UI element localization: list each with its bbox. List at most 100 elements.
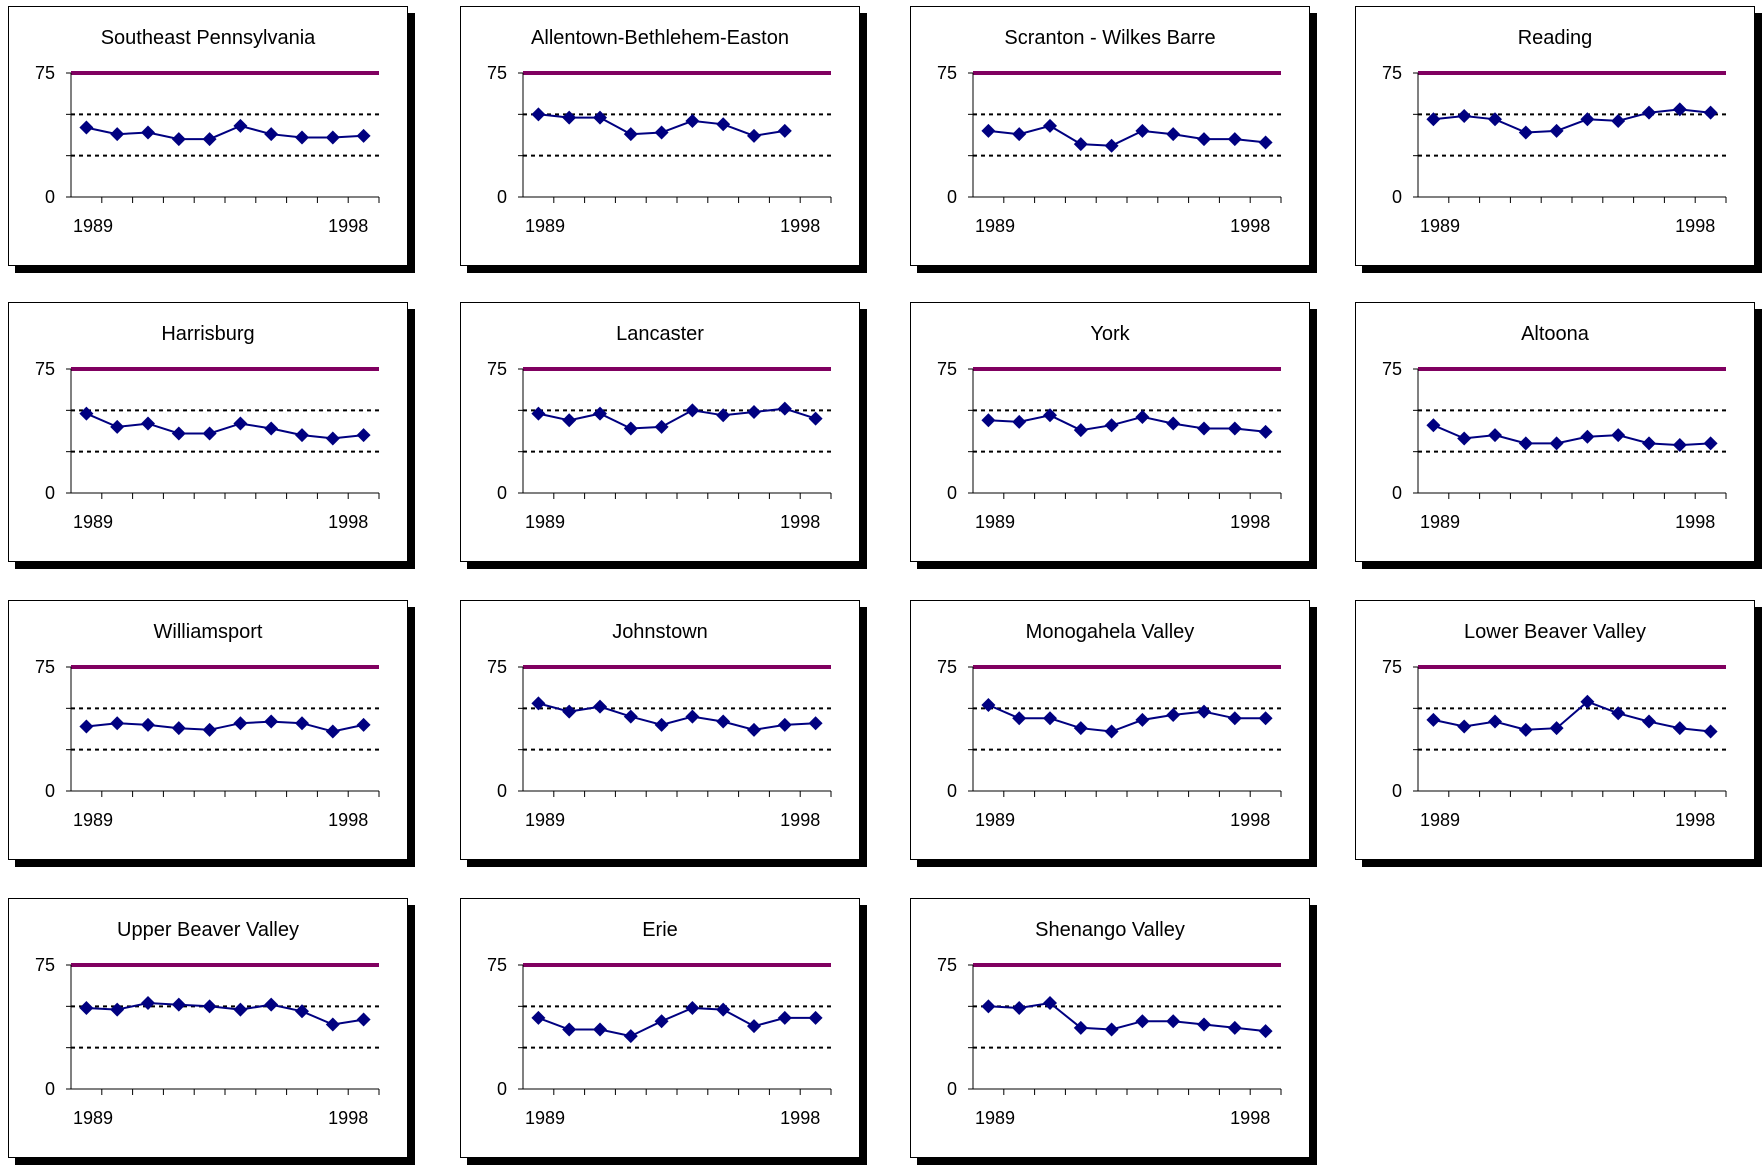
chart-plot: 0 75 1989 1998 [937, 63, 1282, 236]
data-point [1549, 123, 1564, 138]
data-point [141, 416, 155, 431]
data-point [264, 997, 279, 1012]
data-point [1457, 431, 1472, 446]
chart-title: Southeast Pennsylvania [100, 27, 316, 49]
data-point [1197, 704, 1211, 719]
series-line [988, 704, 1266, 733]
y-tick-label: 75 [487, 359, 507, 379]
series-line [1433, 700, 1711, 733]
data-point [233, 118, 248, 133]
data-point [233, 416, 248, 431]
data-point [1488, 112, 1502, 127]
data-point [1104, 138, 1119, 153]
data-point [1135, 123, 1150, 138]
chart-panel: Harrisburg 0 75 1989 1998 [8, 302, 408, 562]
data-point [808, 411, 823, 426]
data-point [1227, 132, 1242, 147]
data-point [1043, 118, 1057, 133]
chart-plot: 0 75 1989 1998 [937, 359, 1282, 532]
data-point [981, 123, 996, 138]
data-point [1703, 724, 1718, 739]
x-tick-label: 1998 [328, 810, 368, 830]
chart-panel: Scranton - Wilkes Barre 0 75 1989 1998 [910, 6, 1310, 266]
x-tick-label: 1998 [780, 216, 820, 236]
chart-title: Monogahela Valley [1025, 621, 1195, 643]
x-tick-label: 1998 [328, 512, 368, 532]
data-point [716, 117, 731, 132]
data-point [685, 403, 700, 418]
data-point [1642, 714, 1656, 729]
x-tick-label: 1989 [73, 512, 113, 532]
chart-plot: 0 75 1989 1998 [1382, 359, 1727, 532]
data-point [1166, 1014, 1181, 1029]
data-point [1580, 694, 1595, 709]
data-point [1012, 414, 1027, 429]
chart-title: Lancaster [616, 323, 704, 345]
data-point [1426, 112, 1441, 127]
data-point [623, 421, 638, 436]
series-line [538, 1006, 816, 1038]
x-tick-label: 1998 [780, 512, 820, 532]
data-point [1104, 418, 1119, 433]
data-point [356, 428, 371, 443]
data-point [264, 421, 279, 436]
data-point [562, 413, 577, 428]
data-point [1580, 429, 1595, 444]
data-point [1672, 721, 1687, 736]
data-point [654, 1014, 669, 1029]
data-point [1135, 409, 1150, 424]
x-tick-label: 1989 [525, 1108, 565, 1128]
series-line [86, 124, 364, 141]
y-tick-label: 75 [937, 657, 957, 677]
data-point [1104, 724, 1119, 739]
data-point [171, 997, 186, 1012]
chart-plot: 0 75 1989 1998 [937, 657, 1282, 830]
data-point [1611, 706, 1626, 721]
data-point [1580, 112, 1595, 127]
chart-panel: Reading 0 75 1989 1998 [1355, 6, 1755, 266]
chart-panel: Altoona 0 75 1989 1998 [1355, 302, 1755, 562]
data-point [79, 719, 94, 734]
data-point [1518, 125, 1533, 140]
data-point [295, 130, 309, 145]
data-point [264, 127, 279, 142]
y-tick-label: 0 [45, 781, 55, 801]
data-point [747, 722, 761, 737]
y-tick-label: 0 [1392, 483, 1402, 503]
chart-title: Reading [1517, 27, 1593, 49]
chart-panel: Southeast Pennsylvania 0 75 1989 1998 [8, 6, 408, 266]
data-point [1227, 1020, 1242, 1035]
chart-plot: 0 75 1989 1998 [937, 955, 1282, 1128]
y-tick-label: 75 [1382, 657, 1402, 677]
data-point [777, 1010, 792, 1025]
data-point [981, 999, 996, 1014]
data-point [1197, 1017, 1211, 1032]
y-tick-label: 75 [1382, 359, 1402, 379]
data-point [1073, 137, 1088, 152]
data-point [562, 704, 577, 719]
chart-panel: Lancaster 0 75 1989 1998 [460, 302, 860, 562]
y-tick-label: 0 [947, 187, 957, 207]
x-tick-label: 1998 [1230, 810, 1270, 830]
data-point [202, 426, 217, 441]
y-tick-label: 0 [45, 1079, 55, 1099]
data-point [233, 1002, 248, 1017]
chart-title: Allentown-Bethlehem-Easton [531, 27, 789, 49]
data-point [110, 716, 125, 731]
x-tick-label: 1989 [525, 810, 565, 830]
data-point [1166, 416, 1181, 431]
data-point [1672, 102, 1687, 117]
data-point [79, 120, 94, 135]
data-point [1703, 436, 1718, 451]
data-point [141, 125, 155, 140]
data-point [1227, 421, 1242, 436]
x-tick-label: 1998 [1675, 216, 1715, 236]
data-point [623, 1029, 638, 1044]
data-point [593, 110, 607, 125]
data-point [1166, 707, 1181, 722]
y-tick-label: 0 [497, 187, 507, 207]
data-point [1457, 108, 1472, 123]
data-point [685, 113, 700, 128]
data-point [1703, 105, 1718, 120]
series-line [86, 1001, 364, 1026]
